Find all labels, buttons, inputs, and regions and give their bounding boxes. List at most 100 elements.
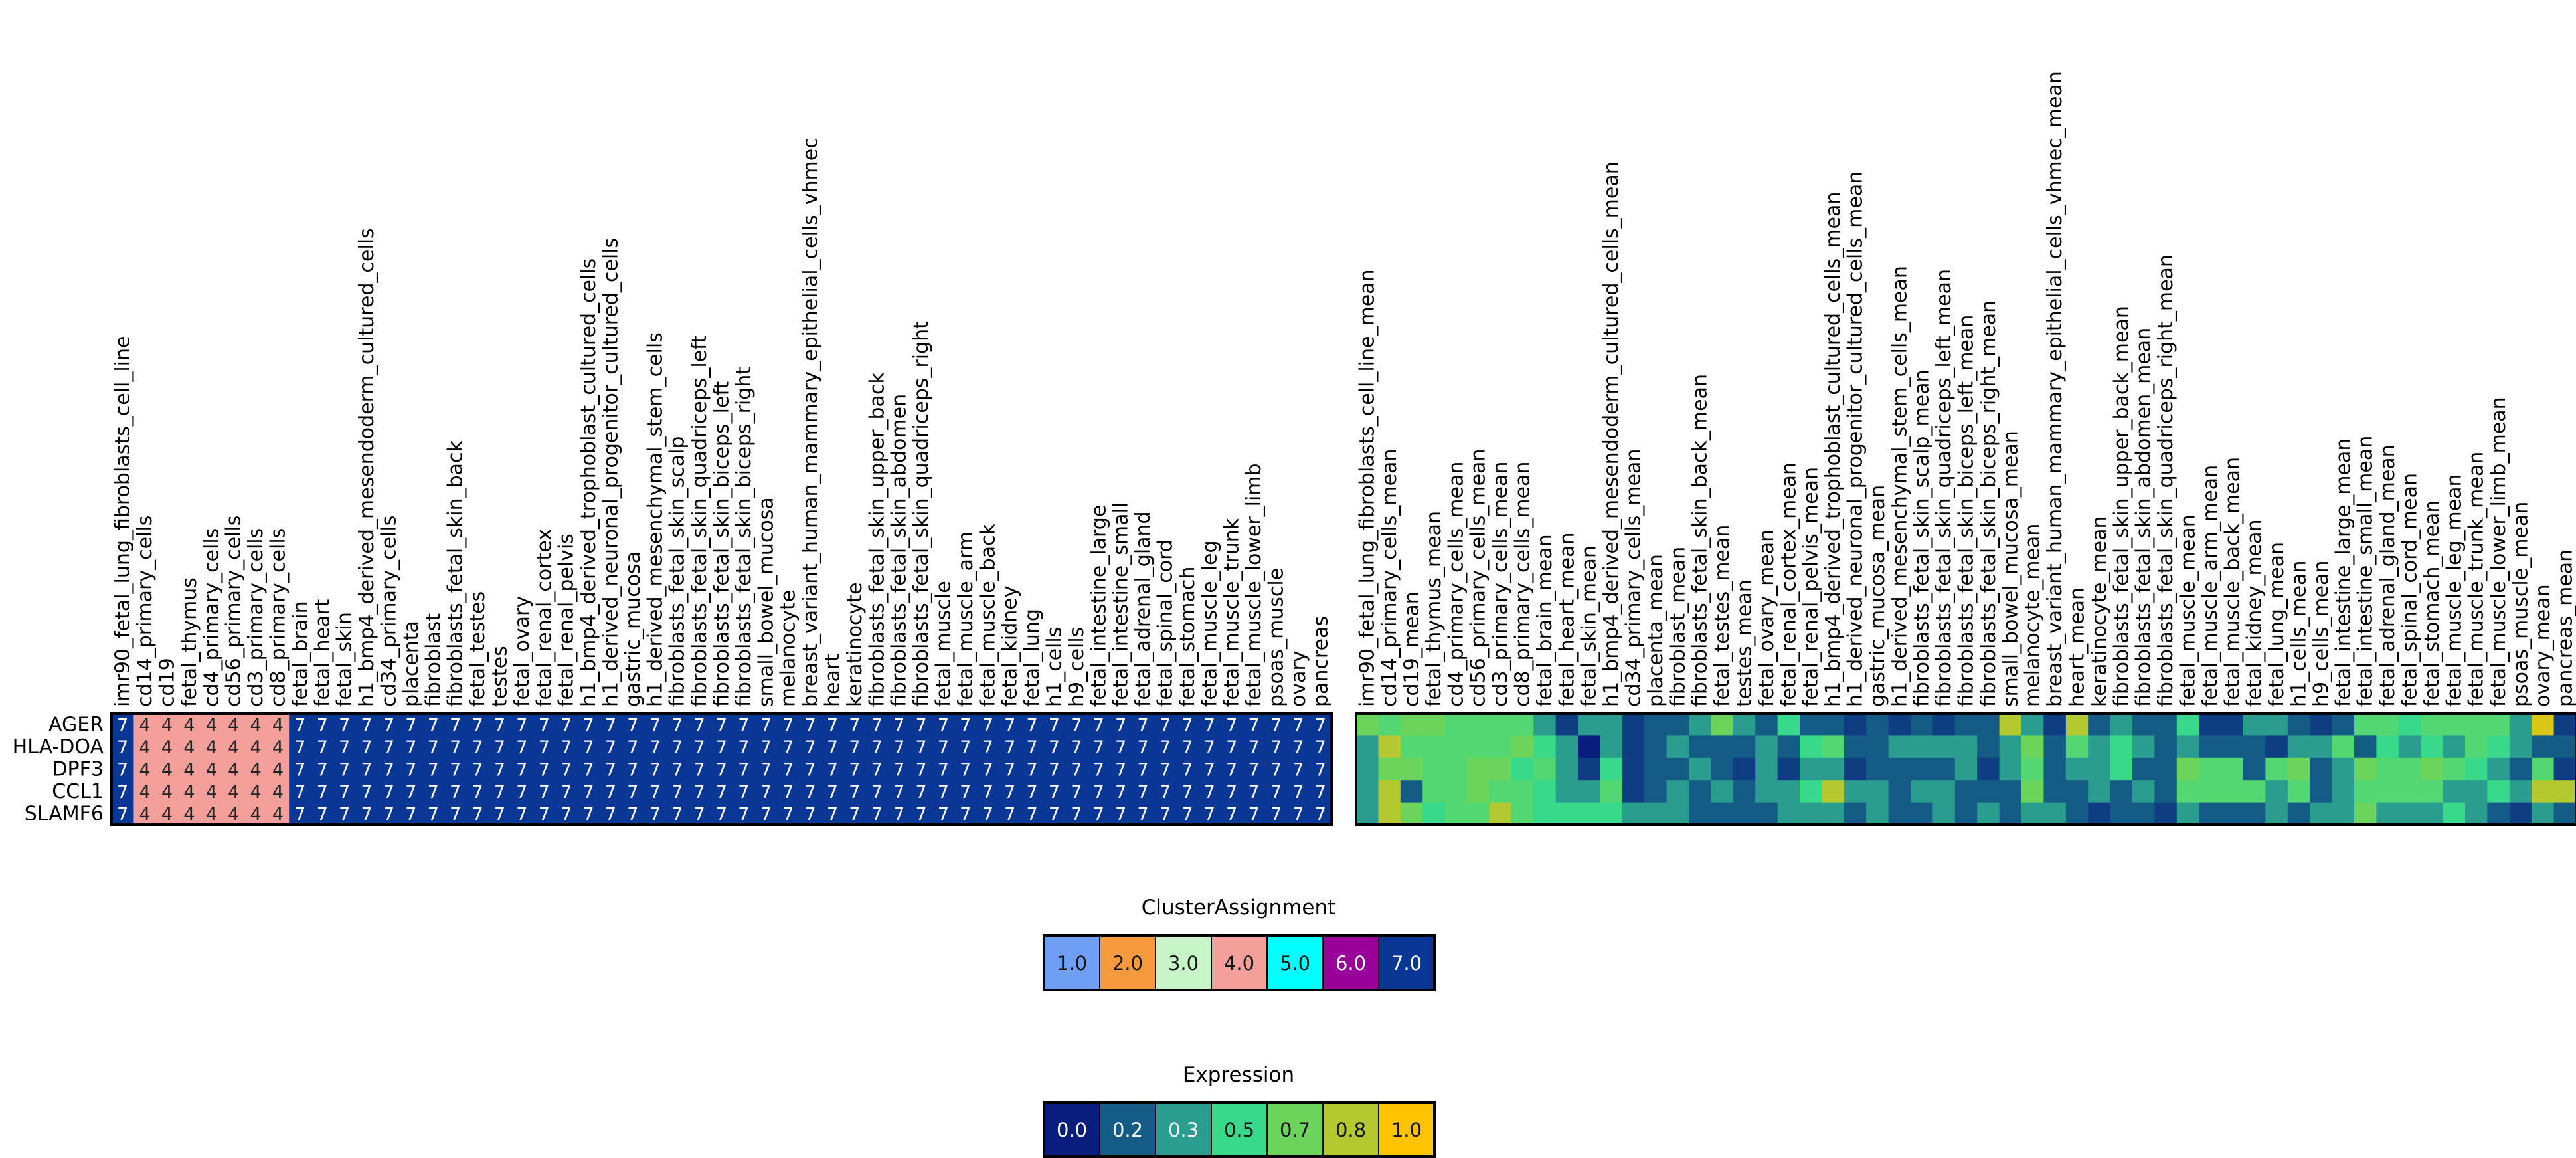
column-label: cd14_primary_cells <box>133 516 157 707</box>
heatmap-cell <box>1689 780 1711 803</box>
heatmap-cell <box>1264 802 1288 825</box>
cell-value: 7 <box>539 782 550 803</box>
cell-value: 7 <box>1071 804 1082 824</box>
cell-value: 7 <box>1138 782 1149 803</box>
heatmap-cell <box>422 735 445 759</box>
cell-value: 7 <box>782 737 794 758</box>
heatmap-cell <box>2332 757 2355 781</box>
heatmap-cell <box>2332 714 2355 736</box>
cell-value: 7 <box>539 737 550 758</box>
heatmap-cell <box>178 802 201 825</box>
legend-label: 1.0 <box>1057 952 1087 975</box>
heatmap-cell <box>377 735 400 759</box>
heatmap-cell <box>2532 714 2555 736</box>
heatmap-cell <box>1777 757 1800 781</box>
cell-value: 7 <box>694 804 705 824</box>
cell-value: 7 <box>361 716 373 736</box>
cell-value: 4 <box>272 760 284 781</box>
cell-value: 7 <box>1093 782 1104 803</box>
heatmap-cell <box>2132 780 2155 803</box>
column-label: melanocyte <box>777 590 800 707</box>
heatmap-cell <box>333 714 356 736</box>
heatmap-cell <box>1287 757 1310 781</box>
column-label: placenta <box>400 621 423 707</box>
column-label: breast_variant_human_mammary_epithelial_… <box>2043 71 2067 707</box>
column-label: fetal_renal_cortex <box>533 529 556 707</box>
heatmap-cell <box>2509 802 2532 825</box>
heatmap-cell <box>1400 757 1423 781</box>
cell-value: 7 <box>560 737 572 758</box>
cell-value: 7 <box>605 760 616 781</box>
cell-value: 7 <box>339 737 350 758</box>
heatmap-cell <box>1822 714 1845 736</box>
cell-value: 7 <box>849 760 860 781</box>
column-label: imr90_fetal_lung_fibroblasts_cell_line_m… <box>1356 269 1379 707</box>
heatmap-cell <box>466 735 489 759</box>
heatmap-cell <box>511 757 534 781</box>
cell-value: 7 <box>627 782 638 803</box>
heatmap-cell <box>976 735 999 759</box>
column-label: fetal_thymus_mean <box>1422 511 1446 707</box>
column-label: fetal_heart_mean <box>1555 532 1579 707</box>
cell-value: 7 <box>649 716 661 736</box>
heatmap-cell <box>112 735 134 759</box>
heatmap-cell <box>1733 757 1756 781</box>
heatmap-cell <box>954 802 978 825</box>
cell-value: 7 <box>805 716 816 736</box>
heatmap-cell <box>1911 780 1933 803</box>
heatmap-cell <box>1578 735 1600 759</box>
legend-border <box>1043 934 1436 991</box>
heatmap-cell <box>1444 780 1468 803</box>
heatmap-cell <box>2465 714 2488 736</box>
heatmap-cell <box>511 780 534 803</box>
column-label: ovary <box>1287 650 1310 707</box>
heatmap-cell <box>1644 757 1668 781</box>
heatmap-cell <box>2243 714 2266 736</box>
column-label: cd4_primary_cells <box>200 528 223 707</box>
column-label: h1_bmp4_derived_mesendoderm_cultured_cel… <box>355 228 379 707</box>
heatmap-cell <box>1422 780 1446 803</box>
heatmap-cell <box>244 714 268 736</box>
heatmap-cell <box>1755 757 1778 781</box>
heatmap-cell <box>2065 757 2089 781</box>
legend-label: 4.0 <box>1224 952 1254 975</box>
heatmap-cell <box>1888 757 1911 781</box>
cell-value: 7 <box>383 804 394 824</box>
heatmap-cell <box>1309 802 1332 825</box>
heatmap-cell <box>2154 802 2178 825</box>
heatmap-cell <box>843 757 867 781</box>
heatmap-cell <box>444 757 467 781</box>
heatmap-cell <box>1932 780 1956 803</box>
heatmap-cell <box>1110 735 1132 759</box>
cell-value: 4 <box>272 737 284 758</box>
heatmap-cell <box>1999 780 2022 803</box>
cell-value: 4 <box>272 782 284 803</box>
cell-value: 7 <box>1159 760 1171 781</box>
cell-value: 4 <box>250 716 262 736</box>
heatmap-cell <box>1087 802 1110 825</box>
heatmap-cell <box>1689 802 1711 825</box>
cell-value: 7 <box>694 782 705 803</box>
heatmap-cell <box>1932 802 1956 825</box>
heatmap-cell <box>1422 714 1446 736</box>
cell-value: 7 <box>849 804 860 824</box>
heatmap-cell <box>2465 757 2488 781</box>
heatmap-cell <box>2487 780 2510 803</box>
heatmap-cell <box>1888 714 1911 736</box>
heatmap-cell <box>2065 780 2089 803</box>
heatmap-cell <box>1243 757 1266 781</box>
heatmap-cell <box>1977 757 2000 781</box>
heatmap-cell <box>1287 780 1310 803</box>
cell-value: 7 <box>649 804 661 824</box>
heatmap-cell <box>289 780 312 803</box>
cell-value: 7 <box>339 782 350 803</box>
row-label: AGER <box>48 714 104 737</box>
heatmap-cell <box>422 802 445 825</box>
heatmap-cell <box>1356 757 1379 781</box>
heatmap-cell <box>1422 802 1446 825</box>
heatmap-cell <box>599 714 622 736</box>
cell-value: 7 <box>383 782 394 803</box>
heatmap-cell <box>2287 735 2310 759</box>
heatmap-cell <box>200 802 223 825</box>
heatmap-cell <box>533 802 556 825</box>
